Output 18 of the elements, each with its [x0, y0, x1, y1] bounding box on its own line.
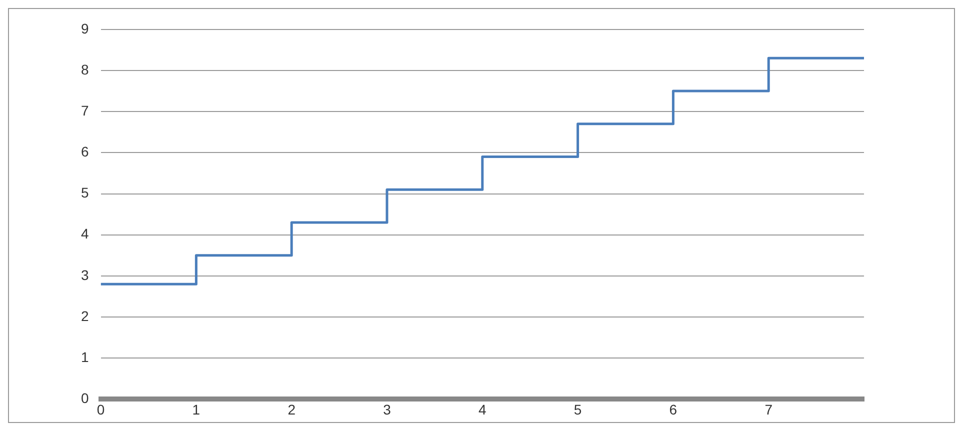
x-tick-label: 4 [478, 401, 486, 418]
x-tick-label: 1 [192, 401, 200, 418]
y-tick-label: 0 [80, 390, 89, 406]
y-tick-label: 1 [80, 348, 89, 365]
x-tick-label: 7 [764, 401, 773, 418]
x-tick-label: 3 [383, 401, 392, 418]
y-tick-label: 3 [80, 266, 89, 283]
y-tick-label: 8 [80, 61, 89, 78]
x-tick-label: 5 [574, 401, 582, 418]
x-tick-label: 6 [669, 401, 678, 418]
x-tick-label: 2 [288, 401, 296, 418]
y-tick-label: 5 [80, 184, 89, 201]
y-tick-label: 6 [80, 144, 89, 160]
y-tick-label: 9 [80, 20, 89, 36]
y-tick-label: 2 [80, 308, 89, 324]
y-tick-label: 4 [80, 226, 89, 242]
x-tick-label: 0 [96, 401, 105, 418]
y-tick-label: 7 [80, 102, 89, 118]
